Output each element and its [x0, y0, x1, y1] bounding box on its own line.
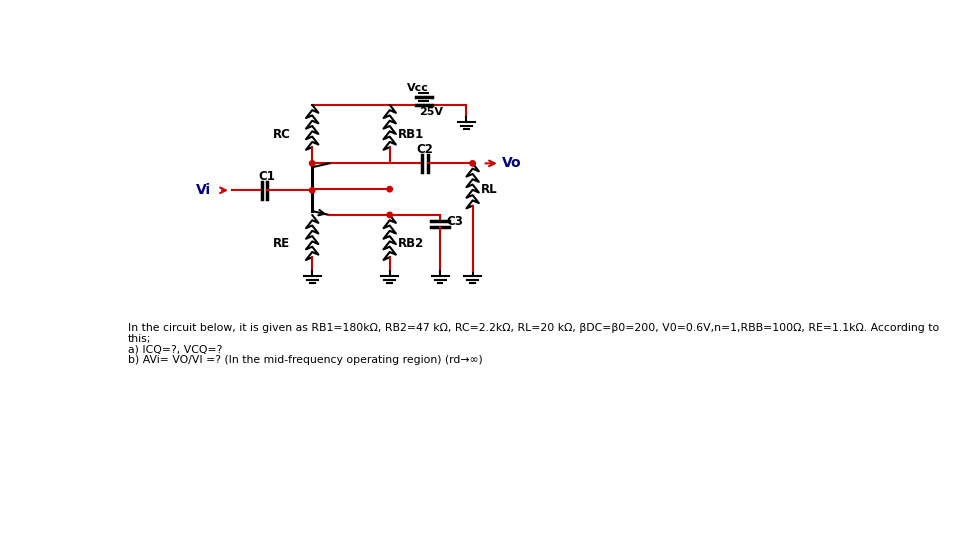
Text: Vo: Vo — [502, 157, 521, 170]
Text: 25V: 25V — [420, 107, 444, 117]
Text: a) ICQ=?, VCQ=?: a) ICQ=?, VCQ=? — [128, 345, 222, 354]
Text: RC: RC — [273, 127, 291, 140]
Text: this;: this; — [128, 334, 151, 343]
Text: RE: RE — [274, 237, 291, 249]
Text: b) AVi= VO/VI =? (In the mid-frequency operating region) (rd→∞): b) AVi= VO/VI =? (In the mid-frequency o… — [128, 355, 483, 365]
Text: In the circuit below, it is given as RB1=180kΩ, RB2=47 kΩ, RC=2.2kΩ, RL=20 kΩ, β: In the circuit below, it is given as RB1… — [128, 323, 939, 333]
Circle shape — [387, 212, 393, 218]
Circle shape — [309, 161, 315, 166]
Circle shape — [469, 161, 475, 166]
Text: C2: C2 — [416, 143, 433, 156]
Text: Vcc: Vcc — [407, 83, 428, 93]
Circle shape — [387, 186, 393, 192]
Text: RB1: RB1 — [397, 127, 423, 140]
Text: Vi: Vi — [197, 183, 211, 197]
Text: RL: RL — [480, 183, 497, 195]
Circle shape — [309, 187, 315, 193]
Text: RB2: RB2 — [397, 237, 423, 249]
Text: C3: C3 — [446, 214, 463, 228]
Text: C1: C1 — [258, 170, 275, 183]
